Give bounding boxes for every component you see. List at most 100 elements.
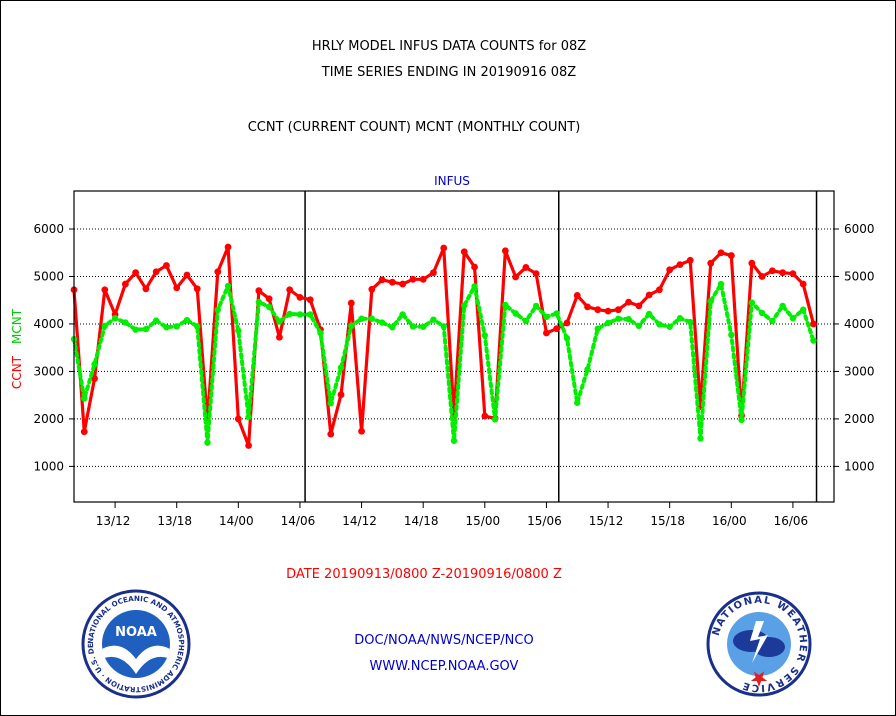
mcnt-point [194,323,201,330]
mcnt-point [543,313,550,321]
ccnt-point [358,427,365,435]
ccnt-point [399,280,407,288]
ccnt-point [245,442,252,449]
y-tick-label-left: 6000 [33,222,64,236]
mcnt-point [625,315,632,323]
y-tick-label-right: 1000 [844,459,875,473]
ccnt-point [512,273,520,281]
chart-title-line3: CCNT (CURRENT COUNT) MCNT (MONTHLY COUNT… [247,120,581,135]
mcnt-point [635,322,643,330]
mcnt-point [666,323,673,330]
mcnt-point [553,310,560,317]
plot-area: INFUS 1000 1000 2000 2000 3000 3000 4000 4000 50… [10,174,875,528]
ccnt-point [779,269,787,277]
mcnt-point [111,315,119,322]
ccnt-point [604,307,612,315]
svg-text:CCNTMCNT: CCNT MCNT [10,308,24,389]
y-tick-label-right: 2000 [844,412,875,426]
series-mcnt [70,280,817,446]
ccnt-point [347,299,355,307]
ccnt-point [656,286,663,294]
mcnt-point [224,282,232,290]
mcnt-point [810,337,817,344]
mcnt-point [491,416,499,423]
mcnt-point [769,317,776,325]
mcnt-point [645,310,653,318]
y-tick-label-right: 5000 [844,269,875,283]
mcnt-point [286,310,293,318]
mcnt-point [707,297,714,305]
mcnt-point [132,326,139,333]
ccnt-point [337,391,345,399]
ccnt-point [183,271,191,279]
ccnt-point [80,428,88,436]
ccnt-point [378,276,386,284]
website-link[interactable]: WWW.NCEP.NOAA.GOV [369,659,519,674]
ccnt-point [584,303,591,311]
mcnt-point [358,315,365,322]
mcnt-point [409,323,417,330]
mcnt-point [779,302,786,310]
ccnt-point [810,320,817,328]
ccnt-point [234,415,242,423]
ccnt-point [676,261,684,268]
y-tick-label-left: 2000 [33,412,64,426]
mcnt-point [728,331,735,339]
ccnt-point [481,412,489,420]
ccnt-point [686,256,694,264]
mcnt-point [676,315,684,322]
ccnt-point [388,278,396,286]
y-label-ccnt: CCNT [10,355,24,389]
y-tick-label-right: 3000 [844,364,875,378]
mcnt-point [122,319,129,326]
y-tick-label-left: 4000 [33,317,64,331]
x-tick-label: 13/18 [157,514,192,528]
ccnt-point [91,375,98,382]
mcnt-point [471,283,478,290]
nws-logo: NATIONAL WEATHER SERVICE [706,591,812,697]
ccnt-point [594,306,602,314]
ccnt-point [224,243,232,251]
mcnt-point [717,280,725,288]
ccnt-point [758,273,766,280]
y-tick-label-right: 4000 [844,317,875,331]
mcnt-point [430,316,437,323]
x-tick-label: 14/06 [281,514,316,528]
mcnt-point [399,311,406,318]
mcnt-point [481,332,489,339]
mcnt-point [563,334,571,342]
mcnt-point [502,301,509,309]
mcnt-point [152,317,160,324]
series-layer [70,243,817,449]
mcnt-point [697,435,704,442]
ccnt-point [142,285,150,293]
mcnt-point [276,318,283,325]
mcnt-point [348,322,355,330]
mcnt-point [522,317,530,325]
mcnt-point [594,325,601,332]
mcnt-point [687,318,694,326]
mcnt-point [81,395,88,402]
mcnt-point [799,306,807,313]
ccnt-point [440,244,448,252]
mcnt-point [296,311,304,318]
ccnt-point [460,248,468,256]
mcnt-point [265,303,273,311]
mcnt-point [255,298,263,306]
x-tick-label: 16/06 [774,514,809,528]
mcnt-point [173,323,180,330]
mcnt-point [163,324,170,331]
x-tick-label: 15/12 [589,514,624,528]
ccnt-point [276,333,283,341]
mcnt-point [91,361,98,368]
mcnt-point [317,329,324,337]
ccnt-point [430,269,437,277]
mcnt-point [584,366,591,373]
ccnt-point [522,264,530,271]
ccnt-point [799,280,807,288]
mcnt-point [758,309,766,317]
x-tick-label: 14/00 [219,514,254,528]
x-tick-label: 16/00 [712,514,747,528]
ccnt-point [286,286,294,294]
